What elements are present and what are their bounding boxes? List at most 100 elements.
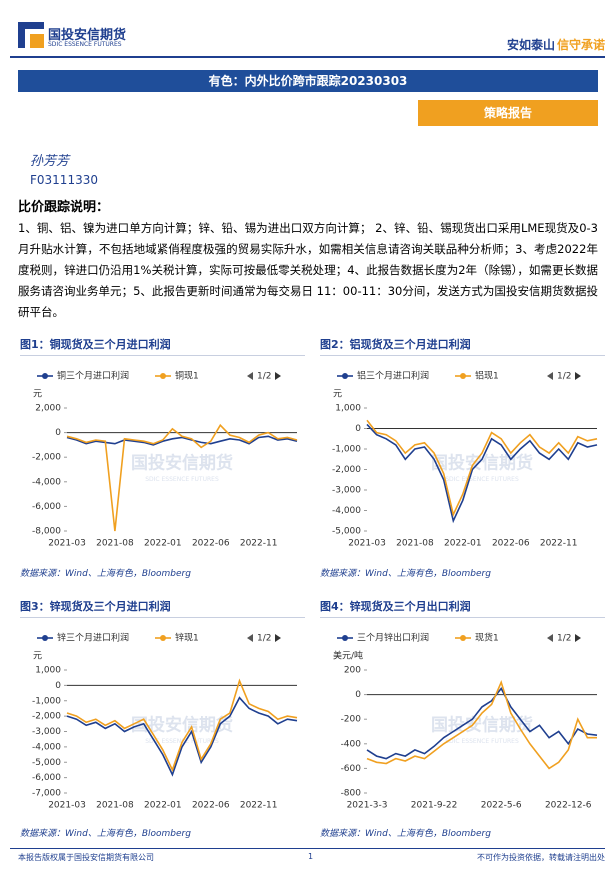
x-tick-label: 2022-01: [144, 539, 182, 549]
legend-marker: [42, 373, 48, 379]
figure-source: 数据来源：Wind、上海有色，Bloomberg: [320, 569, 491, 579]
watermark: SDIC ESSENCE FUTURES: [445, 476, 519, 483]
y-tick-label: -3,000: [332, 486, 361, 496]
author-id: F03111330: [30, 173, 98, 187]
x-tick-label: 2021-3-3: [347, 801, 388, 811]
logo-cn: 国投安信期货: [48, 28, 127, 43]
notes: 1、铜、铝、镍为进口单方向计算；锌、铅、锡为进出口双方向计算； 2、锌、铅、锡现…: [18, 221, 598, 319]
y-tick-label: 1,000: [35, 666, 61, 676]
legend-label: 铝现1: [475, 370, 499, 382]
x-tick-label: 2022-11: [540, 539, 578, 549]
legend-next: [275, 634, 281, 642]
y-tick-label: -6,000: [32, 502, 61, 512]
legend-marker: [160, 373, 166, 379]
x-tick-label: 2022-01: [144, 801, 182, 811]
rule: [10, 848, 605, 849]
x-tick-label: 2021-9-22: [411, 801, 458, 811]
footer-left: 本报告版权属于国投安信期货有限公司: [18, 853, 154, 862]
figure-source: 数据来源：Wind、上海有色，Bloomberg: [20, 569, 191, 579]
x-tick-label: 2021-08: [96, 539, 134, 549]
y-tick-label: -8,000: [32, 527, 61, 537]
x-tick-label: 2022-06: [192, 539, 230, 549]
watermark: SDIC ESSENCE FUTURES: [445, 738, 519, 745]
series-line: [66, 696, 298, 777]
x-tick-label: 2021-03: [348, 539, 386, 549]
y-tick-label: 2,000: [35, 404, 61, 414]
figure-caption: 图2：铝现货及三个月进口利润: [320, 336, 605, 356]
figure-caption: 图1：铜现货及三个月进口利润: [20, 336, 305, 356]
x-tick-label: 2022-11: [240, 539, 278, 549]
x-tick-label: 2022-06: [492, 539, 530, 549]
x-tick-label: 2021-08: [96, 801, 134, 811]
y-unit: 元: [333, 390, 342, 400]
y-tick-label: -3,000: [32, 727, 61, 737]
figure-source: 数据来源：Wind、上海有色，Bloomberg: [20, 829, 191, 839]
legend-marker: [342, 635, 348, 641]
series-line: [66, 423, 298, 532]
logo-icon: [18, 22, 44, 48]
legend-page: 1/2: [257, 634, 271, 644]
chart: 国投安信期货 SDIC ESSENCE FUTURES 元 1,000 0 -1,000 -…: [332, 370, 598, 549]
y-tick-label: -6,000: [32, 773, 61, 783]
legend-page: 1/2: [557, 634, 571, 644]
y-tick-label: 1,000: [335, 404, 361, 414]
x-tick-label: 2021-03: [48, 539, 86, 549]
legend-page: 1/2: [557, 372, 571, 382]
series-line: [366, 680, 597, 770]
x-tick-label: 2021-03: [48, 801, 86, 811]
y-unit: 元: [33, 390, 42, 400]
legend-prev: [247, 634, 253, 642]
legend-next: [275, 372, 281, 380]
y-tick-label: -400: [341, 739, 362, 749]
chart: 国投安信期货 SDIC ESSENCE FUTURES 元 2,000 0 -2,000 -…: [32, 370, 298, 549]
y-tick-label: -200: [341, 715, 362, 725]
legend-marker: [342, 373, 348, 379]
y-tick-label: 0: [55, 428, 61, 438]
y-tick-label: -2,000: [332, 465, 361, 475]
rule: [10, 56, 605, 58]
x-tick-label: 2022-12-6: [545, 801, 592, 811]
logo-en: SDIC ESSENCE FUTURES: [48, 41, 122, 48]
x-tick-label: 2022-01: [444, 539, 482, 549]
x-tick-label: 2021-08: [396, 539, 434, 549]
legend-page: 1/2: [257, 372, 271, 382]
y-unit: 元: [33, 652, 42, 662]
legend-label: 锌现1: [175, 632, 199, 644]
report-title: 有色：内外比价跨市跟踪20230303: [18, 70, 598, 92]
y-tick-label: -1,000: [332, 445, 361, 455]
y-tick-label: 0: [355, 424, 361, 434]
y-tick-label: -5,000: [32, 758, 61, 768]
legend-label: 铜现1: [175, 370, 199, 382]
legend-next: [575, 372, 581, 380]
series-line: [366, 423, 598, 524]
legend-label: 锌三个月进口利润: [57, 632, 129, 644]
legend-next: [575, 634, 581, 642]
series-line: [366, 687, 598, 760]
legend-marker: [160, 635, 166, 641]
watermark: 国投安信期货: [131, 715, 233, 736]
legend-marker: [460, 635, 466, 641]
watermark: 国投安信期货: [131, 453, 233, 474]
series-line: [366, 419, 598, 518]
legend-label: 铜三个月进口利润: [57, 370, 129, 382]
figure-source: 数据来源：Wind、上海有色，Bloomberg: [320, 829, 491, 839]
y-tick-label: 200: [344, 666, 361, 676]
legend-prev: [247, 372, 253, 380]
y-unit: 美元/吨: [333, 650, 363, 662]
y-tick-label: -600: [341, 764, 362, 774]
section-title: 比价跟踪说明：: [18, 200, 110, 215]
y-tick-label: -800: [341, 789, 362, 799]
legend-prev: [547, 372, 553, 380]
y-tick-label: -4,000: [332, 506, 361, 516]
series-line: [66, 678, 298, 772]
y-tick-label: -5,000: [332, 527, 361, 537]
legend-label: 铝三个月进口利润: [357, 370, 429, 382]
legend-marker: [42, 635, 48, 641]
watermark: 国投安信期货: [431, 453, 533, 474]
legend-label: 三个月锌出口利润: [357, 632, 429, 644]
footer-right: 不可作为投资依据，转载请注明出处: [477, 853, 605, 862]
y-tick-label: -2,000: [32, 712, 61, 722]
